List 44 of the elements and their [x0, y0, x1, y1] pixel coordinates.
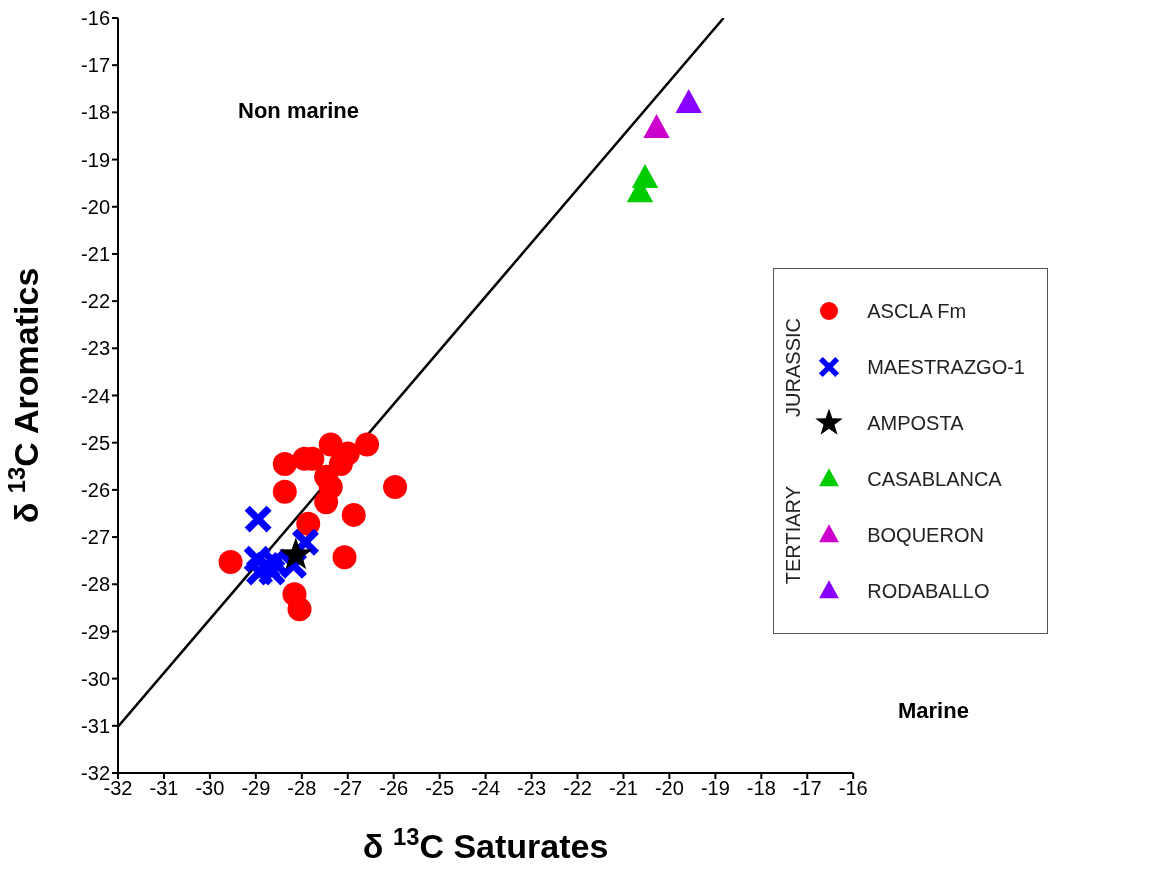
- y-tick-label: -25: [81, 431, 110, 454]
- y-tick-label: -32: [81, 762, 110, 785]
- legend-label: BOQUERON: [867, 523, 984, 547]
- annotation: JURASSIC: [782, 317, 806, 417]
- x-tick-label: -21: [609, 777, 638, 800]
- legend-label: ASCLA Fm: [867, 299, 967, 323]
- y-tick-label: -20: [81, 195, 110, 218]
- y-tick-label: -24: [81, 384, 110, 407]
- x-tick-label: -19: [700, 777, 730, 800]
- x-tick-label: -29: [241, 777, 271, 800]
- y-tick-label: -27: [81, 526, 110, 549]
- x-tick-label: -25: [425, 777, 455, 800]
- y-tick-label: -17: [81, 54, 110, 77]
- x-tick-label: -20: [654, 777, 684, 800]
- x-tick-label: -28: [287, 777, 317, 800]
- legend-label: RODABALLO: [867, 579, 990, 603]
- x-tick-label: -31: [149, 777, 179, 800]
- y-tick-label: -16: [81, 7, 110, 30]
- x-tick-label: -16: [838, 777, 868, 800]
- y-tick-label: -26: [81, 478, 110, 501]
- y-tick-label: -22: [81, 290, 110, 313]
- x-tick-label: -24: [471, 777, 501, 800]
- y-tick-label: -18: [81, 101, 110, 124]
- legend-label: MAESTRAZGO-1: [867, 355, 1025, 379]
- x-tick-label: -27: [333, 777, 363, 800]
- x-axis-title: δ $^{13}$C Saturates: [362, 822, 609, 865]
- legend-label: AMPOSTA: [867, 411, 964, 435]
- y-tick-label: -28: [81, 573, 110, 596]
- x-tick-label: -17: [792, 777, 822, 800]
- y-tick-label: -29: [81, 620, 110, 643]
- text: Marine: [898, 698, 969, 724]
- legend-label: CASABLANCA: [867, 467, 1002, 491]
- y-tick-label: -19: [81, 148, 110, 171]
- y-tick-label: -30: [81, 667, 110, 690]
- y-tick-label: -31: [81, 714, 110, 737]
- x-tick-label: -22: [563, 777, 592, 800]
- annotation: TERTIARY: [782, 485, 806, 585]
- x-tick-label: -18: [746, 777, 776, 800]
- annotation: Non marine: [238, 98, 360, 124]
- x-tick-label: -23: [517, 777, 546, 800]
- y-tick-label: -21: [81, 243, 110, 266]
- y-tick-label: -23: [81, 337, 110, 360]
- x-tick-label: -30: [195, 777, 225, 800]
- x-tick-label: -26: [379, 777, 409, 800]
